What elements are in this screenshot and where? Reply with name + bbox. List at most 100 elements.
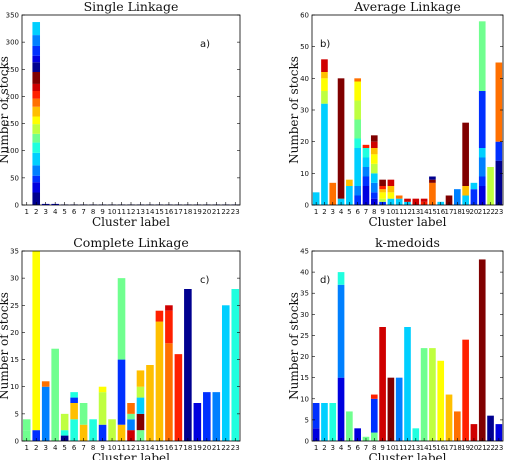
- x-tick-label: 23: [494, 208, 503, 216]
- x-tick-label: 1: [314, 444, 318, 452]
- y-tick-label: 35: [10, 248, 19, 256]
- bar-segment-12: [127, 419, 135, 431]
- bar-segment-9: [379, 186, 386, 190]
- x-tick-label: 4: [53, 444, 58, 452]
- bar-segment-13: [412, 198, 420, 205]
- bar-segment-7: [79, 403, 88, 425]
- bar-segment-20: [203, 392, 211, 441]
- x-tick-label: 18: [453, 208, 462, 216]
- bar-segment-7: [362, 167, 370, 177]
- bar-segment-2: [32, 35, 41, 46]
- bar-segment-9: [98, 392, 107, 425]
- bar-segment-4: [337, 78, 345, 199]
- x-tick-label: 3: [331, 208, 335, 216]
- y-axis-label: Number of stocks: [0, 292, 11, 400]
- x-tick-label: 2: [322, 444, 326, 452]
- x-tick-label: 8: [91, 444, 95, 452]
- x-tick-label: 15: [155, 444, 164, 452]
- x-tick-label: 18: [183, 208, 192, 216]
- bar-segment-6: [354, 148, 361, 186]
- bar-segment-2: [32, 55, 41, 63]
- x-tick-label: 7: [81, 208, 85, 216]
- x-tick-label: 18: [453, 444, 462, 452]
- bar-segment-6: [354, 195, 361, 205]
- bar-segment-6: [354, 428, 361, 441]
- bar-segment-6: [354, 100, 361, 120]
- y-axis-label: Number of stocks: [287, 56, 301, 164]
- bar-segment-4: [337, 198, 345, 205]
- x-tick-label: 16: [436, 208, 445, 216]
- x-tick-label: 22: [221, 208, 230, 216]
- bar-segment-22: [487, 415, 494, 441]
- x-tick-label: 11: [117, 208, 126, 216]
- bar-segment-2: [32, 124, 41, 134]
- bar-segment-5: [60, 430, 69, 436]
- x-tick-label: 2: [34, 444, 38, 452]
- bar-segment-2: [32, 152, 41, 166]
- x-tick-label: 8: [91, 208, 95, 216]
- bar-segment-8: [370, 394, 378, 399]
- bar-segment-1: [312, 428, 320, 441]
- x-tick-label: 1: [314, 208, 318, 216]
- bar-segment-3: [329, 182, 337, 205]
- x-tick-label: 23: [231, 208, 240, 216]
- x-tick-label: 21: [478, 444, 487, 452]
- y-tick-label: 350: [6, 12, 19, 20]
- bar-segment-6: [354, 138, 361, 148]
- x-tick-label: 22: [486, 444, 495, 452]
- bar-segment-9: [379, 192, 386, 199]
- x-axis-label: Cluster label: [369, 451, 447, 460]
- x-tick-label: 11: [117, 444, 126, 452]
- x-tick-label: 20: [202, 208, 211, 216]
- bar-segment-8: [370, 398, 378, 433]
- bar-segment-21: [478, 186, 486, 205]
- x-tick-label: 17: [174, 444, 183, 452]
- bar-segment-21: [478, 259, 486, 441]
- bar-segment-7: [362, 148, 370, 158]
- bar-segment-13: [136, 413, 145, 431]
- panel-label: a): [200, 39, 210, 50]
- x-tick-label: 3: [331, 444, 335, 452]
- x-tick-label: 19: [461, 208, 470, 216]
- bar-segment-6: [354, 186, 361, 196]
- bar-segment-2: [321, 91, 328, 104]
- x-tick-label: 4: [53, 208, 58, 216]
- bar-segment-21: [478, 148, 486, 158]
- bar-segment-19: [462, 195, 469, 205]
- bar-segment-21: [212, 392, 221, 441]
- bar-segment-12: [127, 413, 135, 420]
- bar-segment-21: [478, 91, 486, 148]
- bar-segment-11: [395, 377, 403, 441]
- x-tick-label: 4: [339, 208, 344, 216]
- bar-segment-2: [32, 251, 41, 431]
- y-tick-label: 15: [300, 374, 309, 382]
- bar-segment-19: [462, 122, 469, 186]
- bar-segment-3: [41, 381, 50, 387]
- y-tick-label: 20: [10, 329, 19, 337]
- x-tick-label: 5: [62, 444, 66, 452]
- chart-title: Average Linkage: [353, 0, 461, 14]
- y-tick-label: 150: [6, 120, 19, 128]
- y-tick-label: 30: [10, 275, 19, 283]
- x-tick-label: 8: [372, 208, 376, 216]
- bar-segment-2: [32, 182, 41, 193]
- chart-title: k-medoids: [375, 235, 440, 250]
- bar-segment-15: [429, 348, 436, 441]
- x-tick-label: 12: [403, 444, 412, 452]
- bar-segment-6: [354, 119, 361, 139]
- bar-segment-1: [312, 403, 320, 429]
- x-tick-label: 2: [322, 208, 326, 216]
- bar-segment-23: [495, 62, 503, 142]
- bar-segment-3: [329, 403, 337, 441]
- x-tick-label: 7: [364, 444, 368, 452]
- bar-segment-2: [32, 91, 41, 99]
- bar-segment-8: [370, 432, 378, 441]
- bar-segment-7: [79, 424, 88, 441]
- bar-segment-6: [70, 397, 78, 403]
- bar-segment-19: [462, 339, 469, 441]
- x-tick-label: 5: [347, 208, 351, 216]
- x-tick-label: 1: [25, 444, 29, 452]
- x-tick-label: 23: [231, 444, 240, 452]
- bar-segment-18: [454, 189, 461, 205]
